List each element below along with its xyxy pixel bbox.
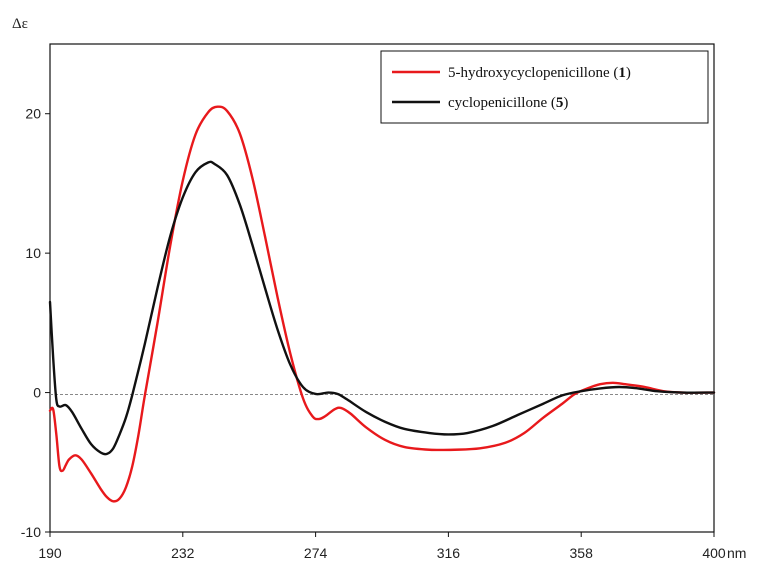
legend-label-1: 5-hydroxycyclopenicillone (1)	[448, 65, 631, 81]
x-axis-unit: nm	[727, 545, 746, 561]
legend-label-part: cyclopenicillone (	[448, 95, 556, 111]
x-tick-label: 316	[437, 545, 461, 561]
legend: 5-hydroxycyclopenicillone (1)cyclopenici…	[380, 50, 709, 124]
y-tick-label: 20	[25, 106, 41, 122]
legend-label-part: 5	[556, 95, 564, 111]
series-line-2	[48, 160, 716, 456]
y-tick-label: -10	[21, 524, 41, 540]
x-tick-label: 400	[702, 545, 726, 561]
legend-label-part: )	[563, 95, 568, 111]
legend-box	[380, 50, 709, 124]
series-line-1	[48, 105, 716, 503]
legend-label-2: cyclopenicillone (5)	[448, 95, 568, 111]
x-tick-label: 190	[38, 545, 62, 561]
y-tick-label: 10	[25, 245, 41, 261]
x-tick-label: 232	[171, 545, 195, 561]
axis-ticks: 190 232 274 316 358 400 -10 0 10 20	[21, 106, 726, 561]
x-tick-label: 274	[304, 545, 328, 561]
legend-label-part: 5-hydroxycyclopenicillone (	[448, 65, 618, 81]
y-tick-label: 0	[33, 385, 41, 401]
legend-label-part: )	[626, 65, 631, 81]
legend-label-part: 1	[618, 65, 626, 81]
y-axis-label: Δε	[12, 16, 28, 32]
plot-frame	[49, 43, 715, 533]
series-lines	[48, 105, 716, 503]
x-tick-label: 358	[570, 545, 594, 561]
